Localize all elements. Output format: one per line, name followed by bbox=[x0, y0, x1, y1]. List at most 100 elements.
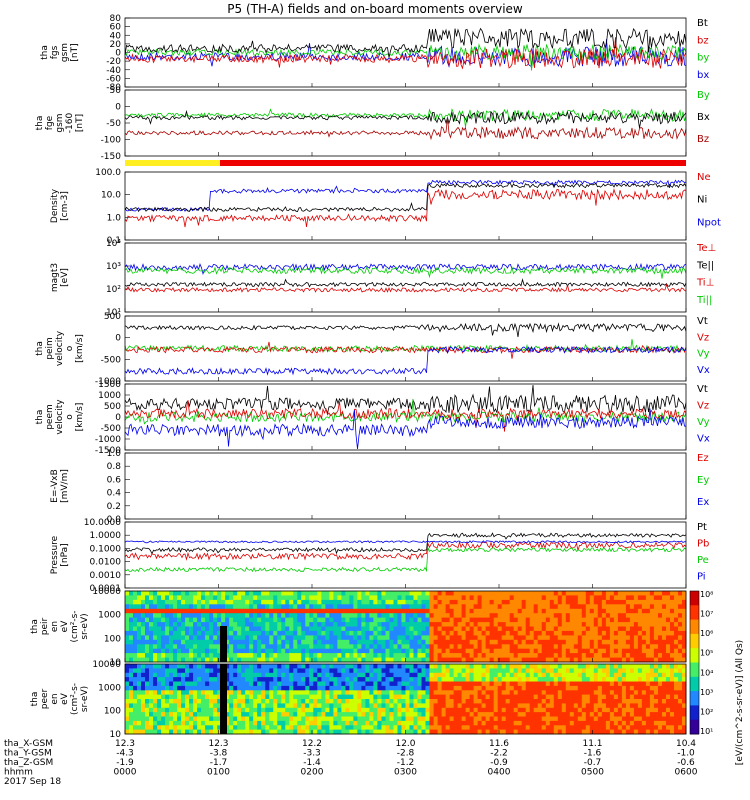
spectrogram-cell bbox=[137, 703, 142, 709]
spectrogram-cell bbox=[489, 644, 495, 650]
spectrogram-cell bbox=[237, 699, 242, 704]
spectrogram-cell bbox=[149, 617, 154, 623]
spectrogram-cell bbox=[245, 622, 250, 627]
spectrogram-cell bbox=[173, 648, 178, 654]
spectrogram-cell bbox=[333, 653, 338, 658]
spectrogram-cell bbox=[417, 725, 422, 731]
spectrogram-cell bbox=[253, 694, 258, 700]
spectrogram-cell bbox=[149, 720, 154, 726]
spectrogram-cell bbox=[658, 648, 663, 654]
spectrogram-cell bbox=[349, 725, 354, 731]
spectrogram-cell bbox=[353, 653, 358, 658]
spectrogram-cell bbox=[217, 595, 222, 601]
spectrogram-cell bbox=[577, 630, 583, 636]
spectrogram-cell bbox=[581, 716, 587, 722]
panel-ylabel: Density bbox=[50, 188, 60, 223]
spectrogram-cell bbox=[245, 626, 250, 632]
spectrogram-cell bbox=[429, 635, 434, 641]
spectrogram-cell bbox=[573, 639, 579, 645]
spectrogram-cell bbox=[217, 668, 222, 674]
spectrogram-cell bbox=[409, 657, 414, 663]
spectrogram-cell bbox=[662, 613, 667, 619]
spectrogram-cell bbox=[265, 591, 270, 596]
spectrogram-cell bbox=[449, 630, 455, 636]
spectrogram-cell bbox=[233, 653, 238, 658]
spectrogram-cell bbox=[317, 672, 322, 678]
spectrogram-cell bbox=[257, 595, 262, 601]
spectrogram-cell bbox=[373, 653, 378, 658]
spectrogram-cell bbox=[662, 653, 667, 658]
spectrogram-cell bbox=[153, 599, 158, 605]
spectrogram-cell bbox=[609, 690, 615, 696]
spectrogram-cell bbox=[457, 608, 463, 614]
spectrogram-cell bbox=[193, 595, 198, 601]
spectrogram-cell bbox=[545, 677, 551, 682]
legend-label: Bz bbox=[697, 134, 709, 145]
spectrogram-cell bbox=[461, 699, 467, 704]
spectrogram-cell bbox=[545, 716, 551, 722]
spectrogram-cell bbox=[678, 668, 683, 674]
spectrogram-cell bbox=[341, 729, 346, 735]
spectrogram-cell bbox=[645, 681, 651, 687]
spectrogram-cell bbox=[649, 626, 655, 632]
spectrogram-cell bbox=[357, 690, 362, 696]
spectrogram-cell bbox=[658, 622, 663, 627]
spectrogram-cell bbox=[469, 639, 475, 645]
spectrogram-cell bbox=[245, 707, 250, 713]
spectrogram-cell bbox=[249, 677, 254, 682]
spectrogram-cell bbox=[549, 608, 555, 614]
spectrogram-cell bbox=[353, 608, 358, 614]
spectrogram-cell bbox=[257, 699, 262, 704]
spectrogram-cell bbox=[361, 694, 366, 700]
spectrogram-cell bbox=[197, 720, 202, 726]
spectrogram-cell bbox=[421, 639, 426, 645]
spectrogram-cell bbox=[281, 604, 286, 610]
spectrogram-cell bbox=[525, 595, 531, 601]
spectrogram-cell bbox=[341, 608, 346, 614]
spectrogram-cell bbox=[497, 617, 503, 623]
spectrogram-cell bbox=[637, 599, 643, 605]
spectrogram-cell bbox=[393, 668, 398, 674]
spectrogram-cell bbox=[405, 644, 410, 650]
spectrogram-cell bbox=[273, 613, 278, 619]
spectrogram-cell bbox=[553, 712, 559, 717]
spectrogram-cell bbox=[457, 725, 463, 731]
spectrogram-cell bbox=[237, 639, 242, 645]
spectrogram-cell bbox=[569, 657, 575, 663]
spectrogram-cell bbox=[565, 635, 571, 641]
spectrogram-cell bbox=[193, 591, 198, 596]
spectrogram-cell bbox=[205, 630, 210, 636]
spectrogram-cell bbox=[629, 604, 635, 610]
spectrogram-cell bbox=[221, 599, 226, 605]
spectrogram-cell bbox=[321, 664, 326, 669]
spectrogram-cell bbox=[658, 617, 663, 623]
spectrogram-cell bbox=[289, 681, 294, 687]
spectrogram-cell bbox=[557, 639, 563, 645]
spectrogram-cell bbox=[509, 604, 515, 610]
spectrogram-cell bbox=[585, 644, 591, 650]
spectrogram-cell bbox=[589, 617, 595, 623]
spectrogram-cell bbox=[181, 699, 186, 704]
spectrogram-cell bbox=[625, 657, 631, 663]
spectrogram-cell bbox=[393, 613, 398, 619]
spectrogram-cell bbox=[365, 699, 370, 704]
spectrogram-cell bbox=[213, 648, 218, 654]
spectrogram-cell bbox=[553, 716, 559, 722]
spectrogram-cell bbox=[133, 672, 138, 678]
spectrogram-cell bbox=[601, 617, 607, 623]
spectrogram-cell bbox=[533, 725, 539, 731]
spectrogram-cell bbox=[621, 694, 627, 700]
spectrogram-cell bbox=[153, 699, 158, 704]
spectrogram-cell bbox=[541, 712, 547, 717]
spectrogram-cell bbox=[249, 644, 254, 650]
spectrogram-cell bbox=[541, 608, 547, 614]
spectrogram-cell bbox=[670, 725, 675, 731]
spectrogram-cell bbox=[249, 622, 254, 627]
spectrogram-cell bbox=[441, 608, 447, 614]
spectrogram-cell bbox=[581, 729, 587, 735]
spectrogram-cell bbox=[369, 635, 374, 641]
legend-label: Vx bbox=[697, 365, 710, 376]
spectrogram-cell bbox=[165, 599, 170, 605]
spectrogram-cell bbox=[449, 626, 455, 632]
spectrogram-cell bbox=[125, 716, 130, 722]
